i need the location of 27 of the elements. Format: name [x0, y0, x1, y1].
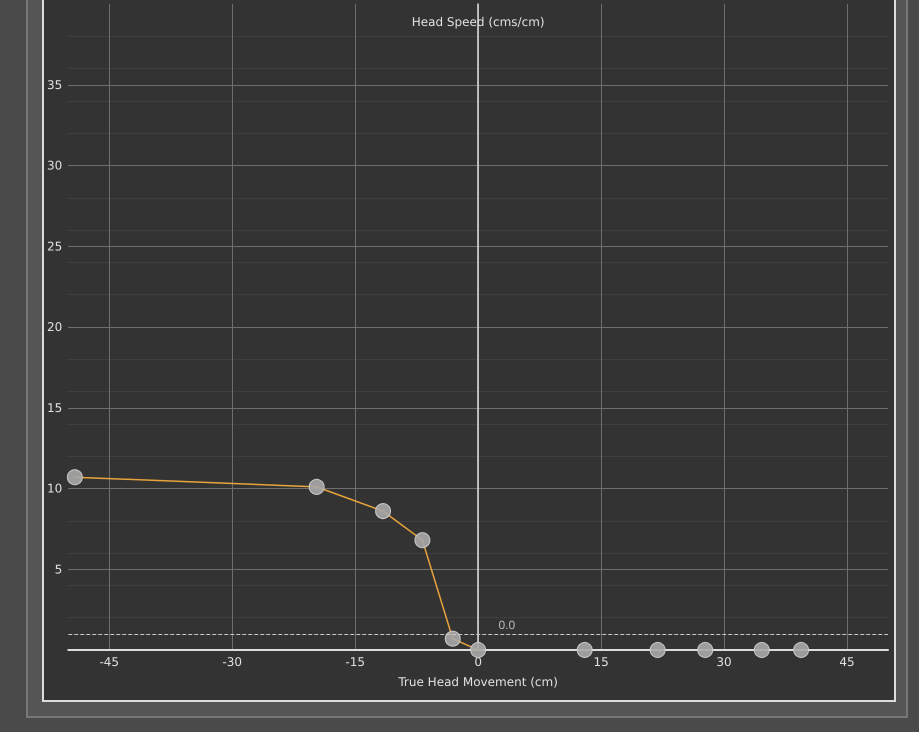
point	[470, 642, 486, 658]
point	[754, 642, 770, 658]
y-tick-label: 5	[54, 562, 62, 576]
y-tick-label: 10	[46, 482, 62, 496]
point	[697, 642, 714, 658]
y-tick-label: 20	[46, 320, 62, 334]
x-tick-label: -15	[345, 655, 365, 669]
x-tick-label: 30	[716, 655, 732, 669]
annotation: 0.0	[498, 618, 516, 632]
point	[414, 532, 430, 548]
x-axis-title: True Head Movement (cm)	[397, 675, 558, 689]
point	[576, 642, 593, 658]
y-tick-label: 25	[46, 239, 62, 254]
point	[308, 478, 325, 495]
point	[793, 642, 810, 658]
x-tick-label: -30	[222, 655, 242, 669]
point	[375, 503, 392, 520]
x-tick-label: 45	[839, 655, 855, 669]
y-tick-label: 30	[46, 158, 62, 172]
point	[66, 469, 83, 486]
y-tick-label: 35	[46, 78, 62, 92]
point	[650, 642, 666, 658]
x-tick-label: 0	[474, 655, 482, 669]
point	[444, 630, 461, 647]
y-tick-label: 15	[46, 400, 62, 415]
x-tick-label: 15	[593, 655, 609, 669]
x-tick-label: -45	[99, 655, 120, 669]
